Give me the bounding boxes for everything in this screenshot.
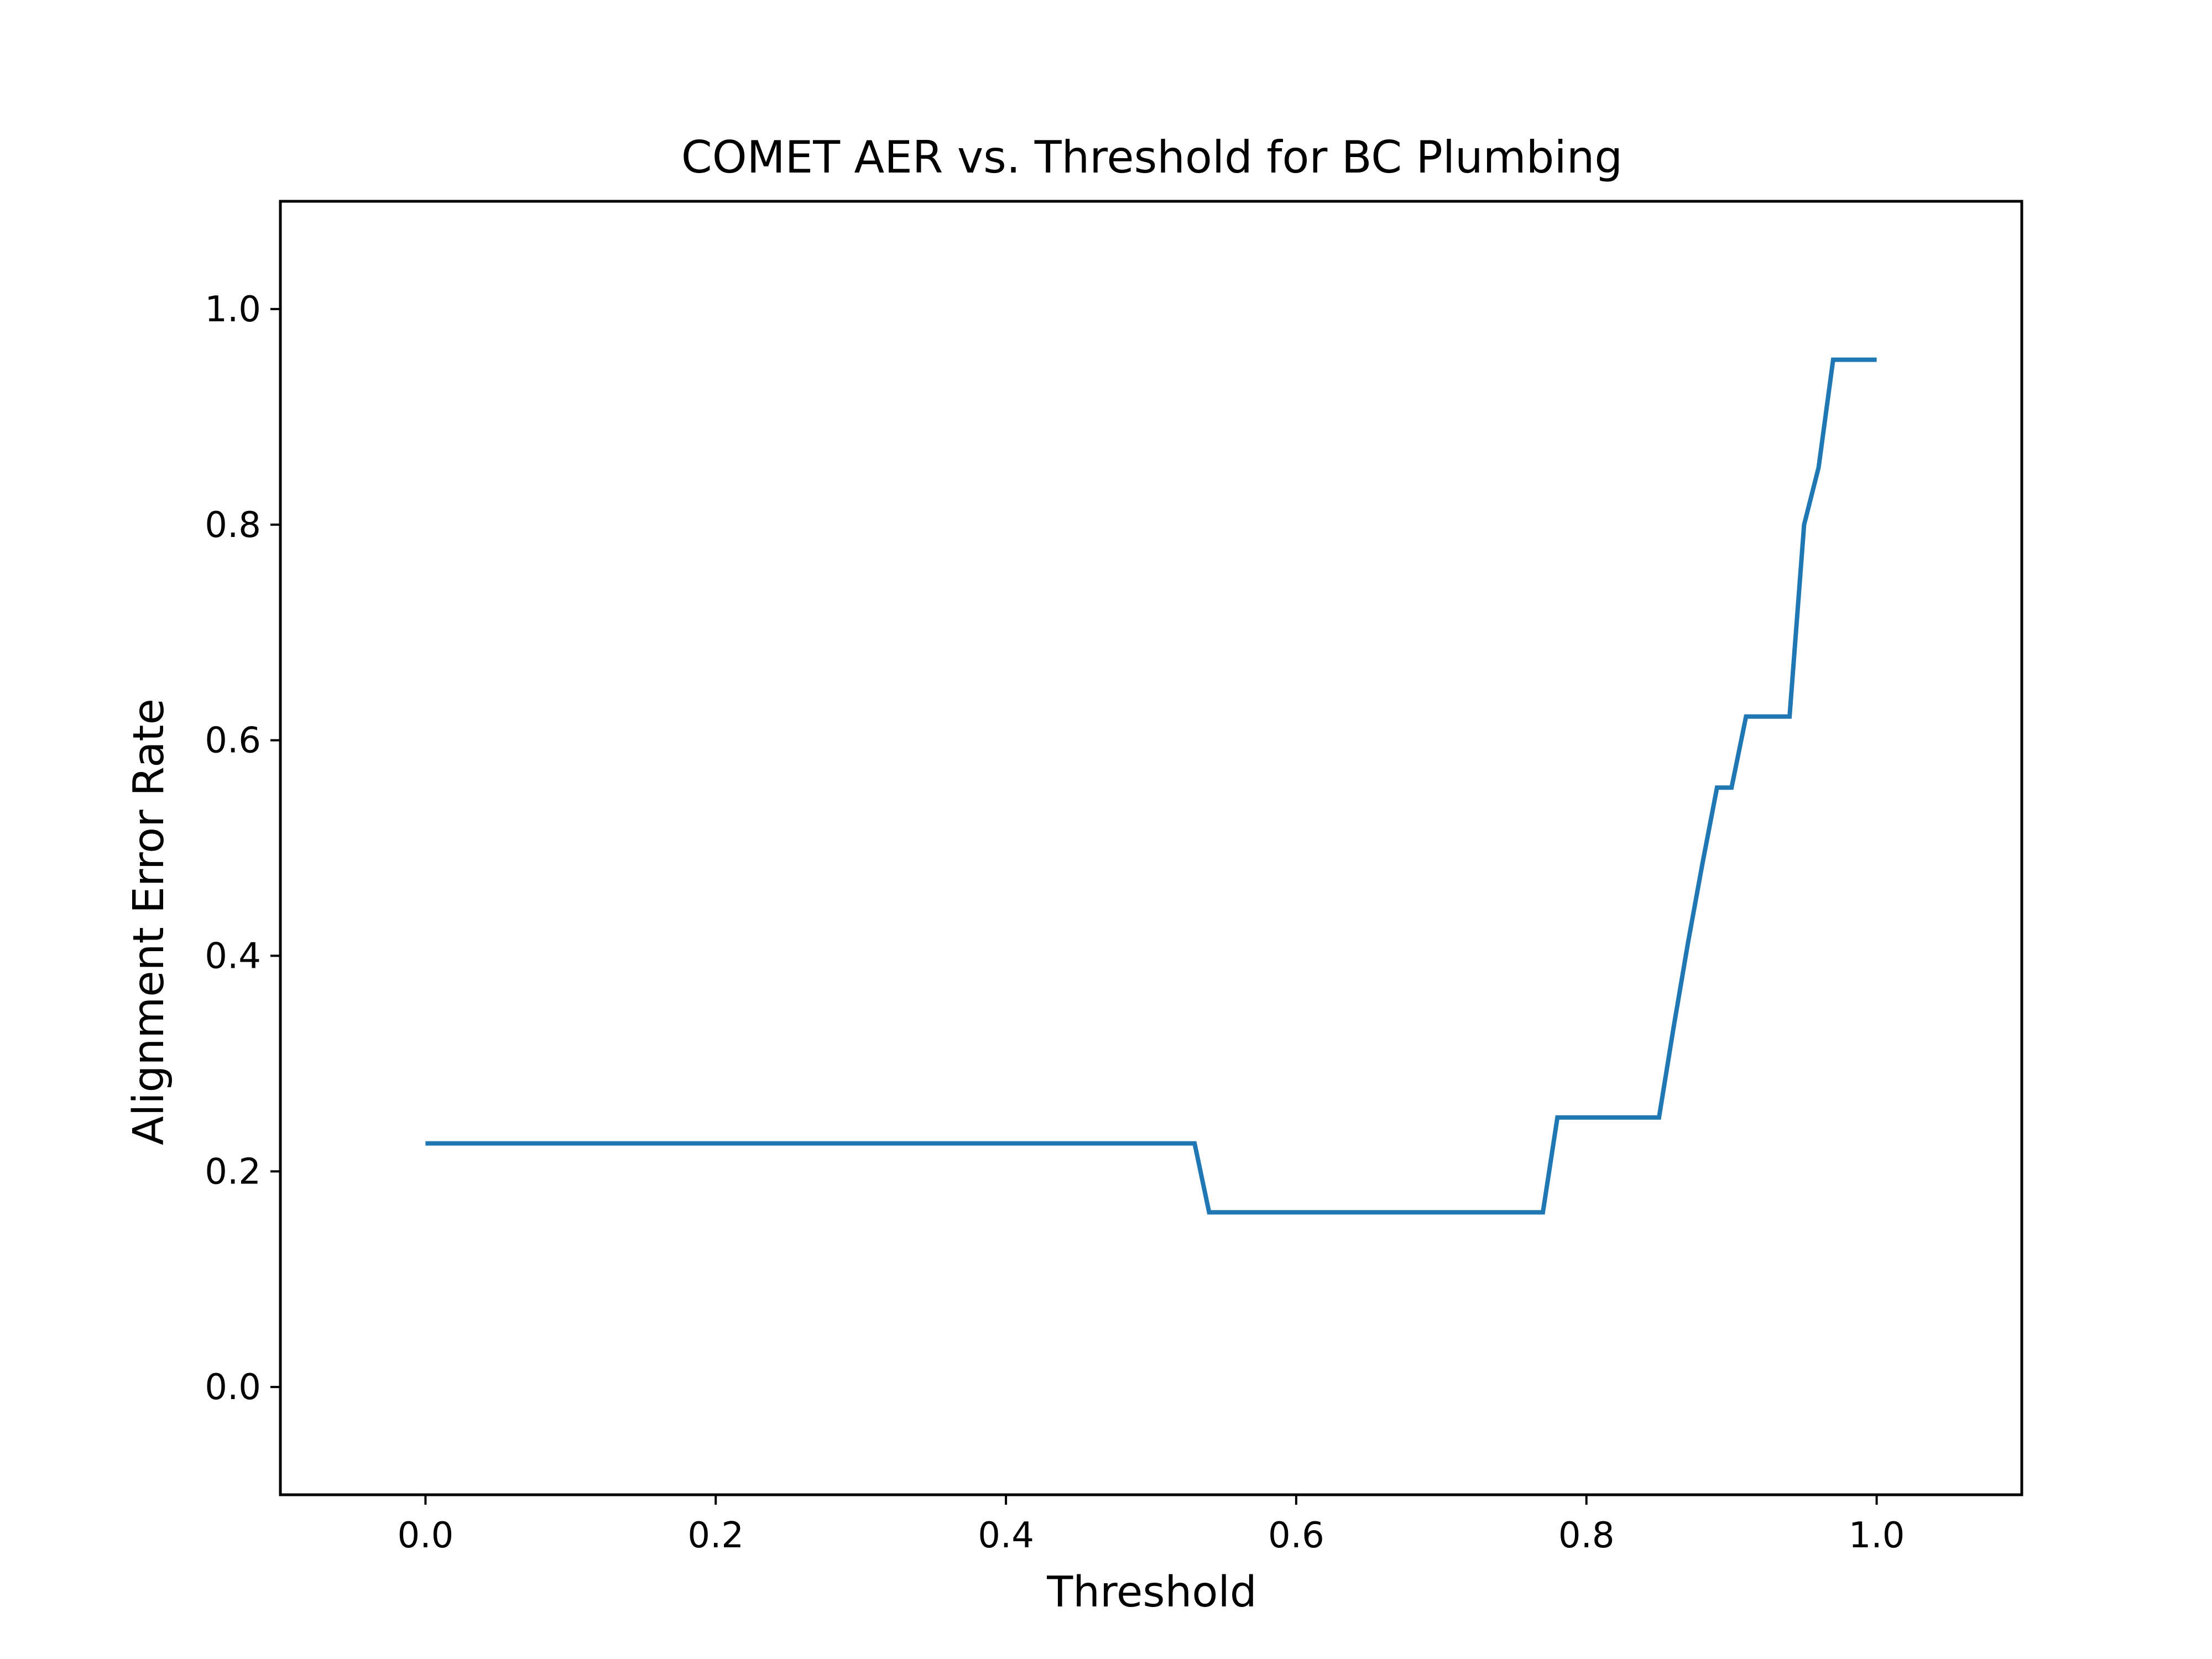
x-tick-label: 1.0 — [1849, 1515, 1905, 1556]
x-tick-label: 0.6 — [1268, 1515, 1324, 1556]
x-tick-label: 0.8 — [1558, 1515, 1615, 1556]
x-tick-label: 0.2 — [687, 1515, 744, 1556]
y-tick-label: 0.0 — [205, 1367, 261, 1408]
axes-frame — [279, 200, 2023, 1496]
x-axis-ticks: 0.0 0.2 0.4 0.6 0.8 1.0 — [398, 1495, 1905, 1556]
y-axis-ticks: 0.0 0.2 0.4 0.6 0.8 1.0 — [205, 289, 280, 1408]
chart-title: COMET AER vs. Threshold for BC Plumbing — [681, 132, 1623, 183]
series-line-1 — [425, 357, 1877, 1215]
y-tick-label: 0.8 — [205, 505, 261, 546]
x-tick-label: 0.4 — [978, 1515, 1034, 1556]
x-axis-label: Threshold — [1046, 1568, 1256, 1617]
y-tick-label: 1.0 — [205, 289, 261, 330]
x-tick-label: 0.0 — [398, 1515, 454, 1556]
plot-area — [425, 357, 1877, 1215]
y-tick-label: 0.4 — [205, 936, 261, 977]
y-tick-label: 0.2 — [205, 1151, 261, 1192]
y-axis-label: Alignment Error Rate — [124, 698, 174, 1145]
y-tick-label: 0.6 — [205, 721, 261, 761]
